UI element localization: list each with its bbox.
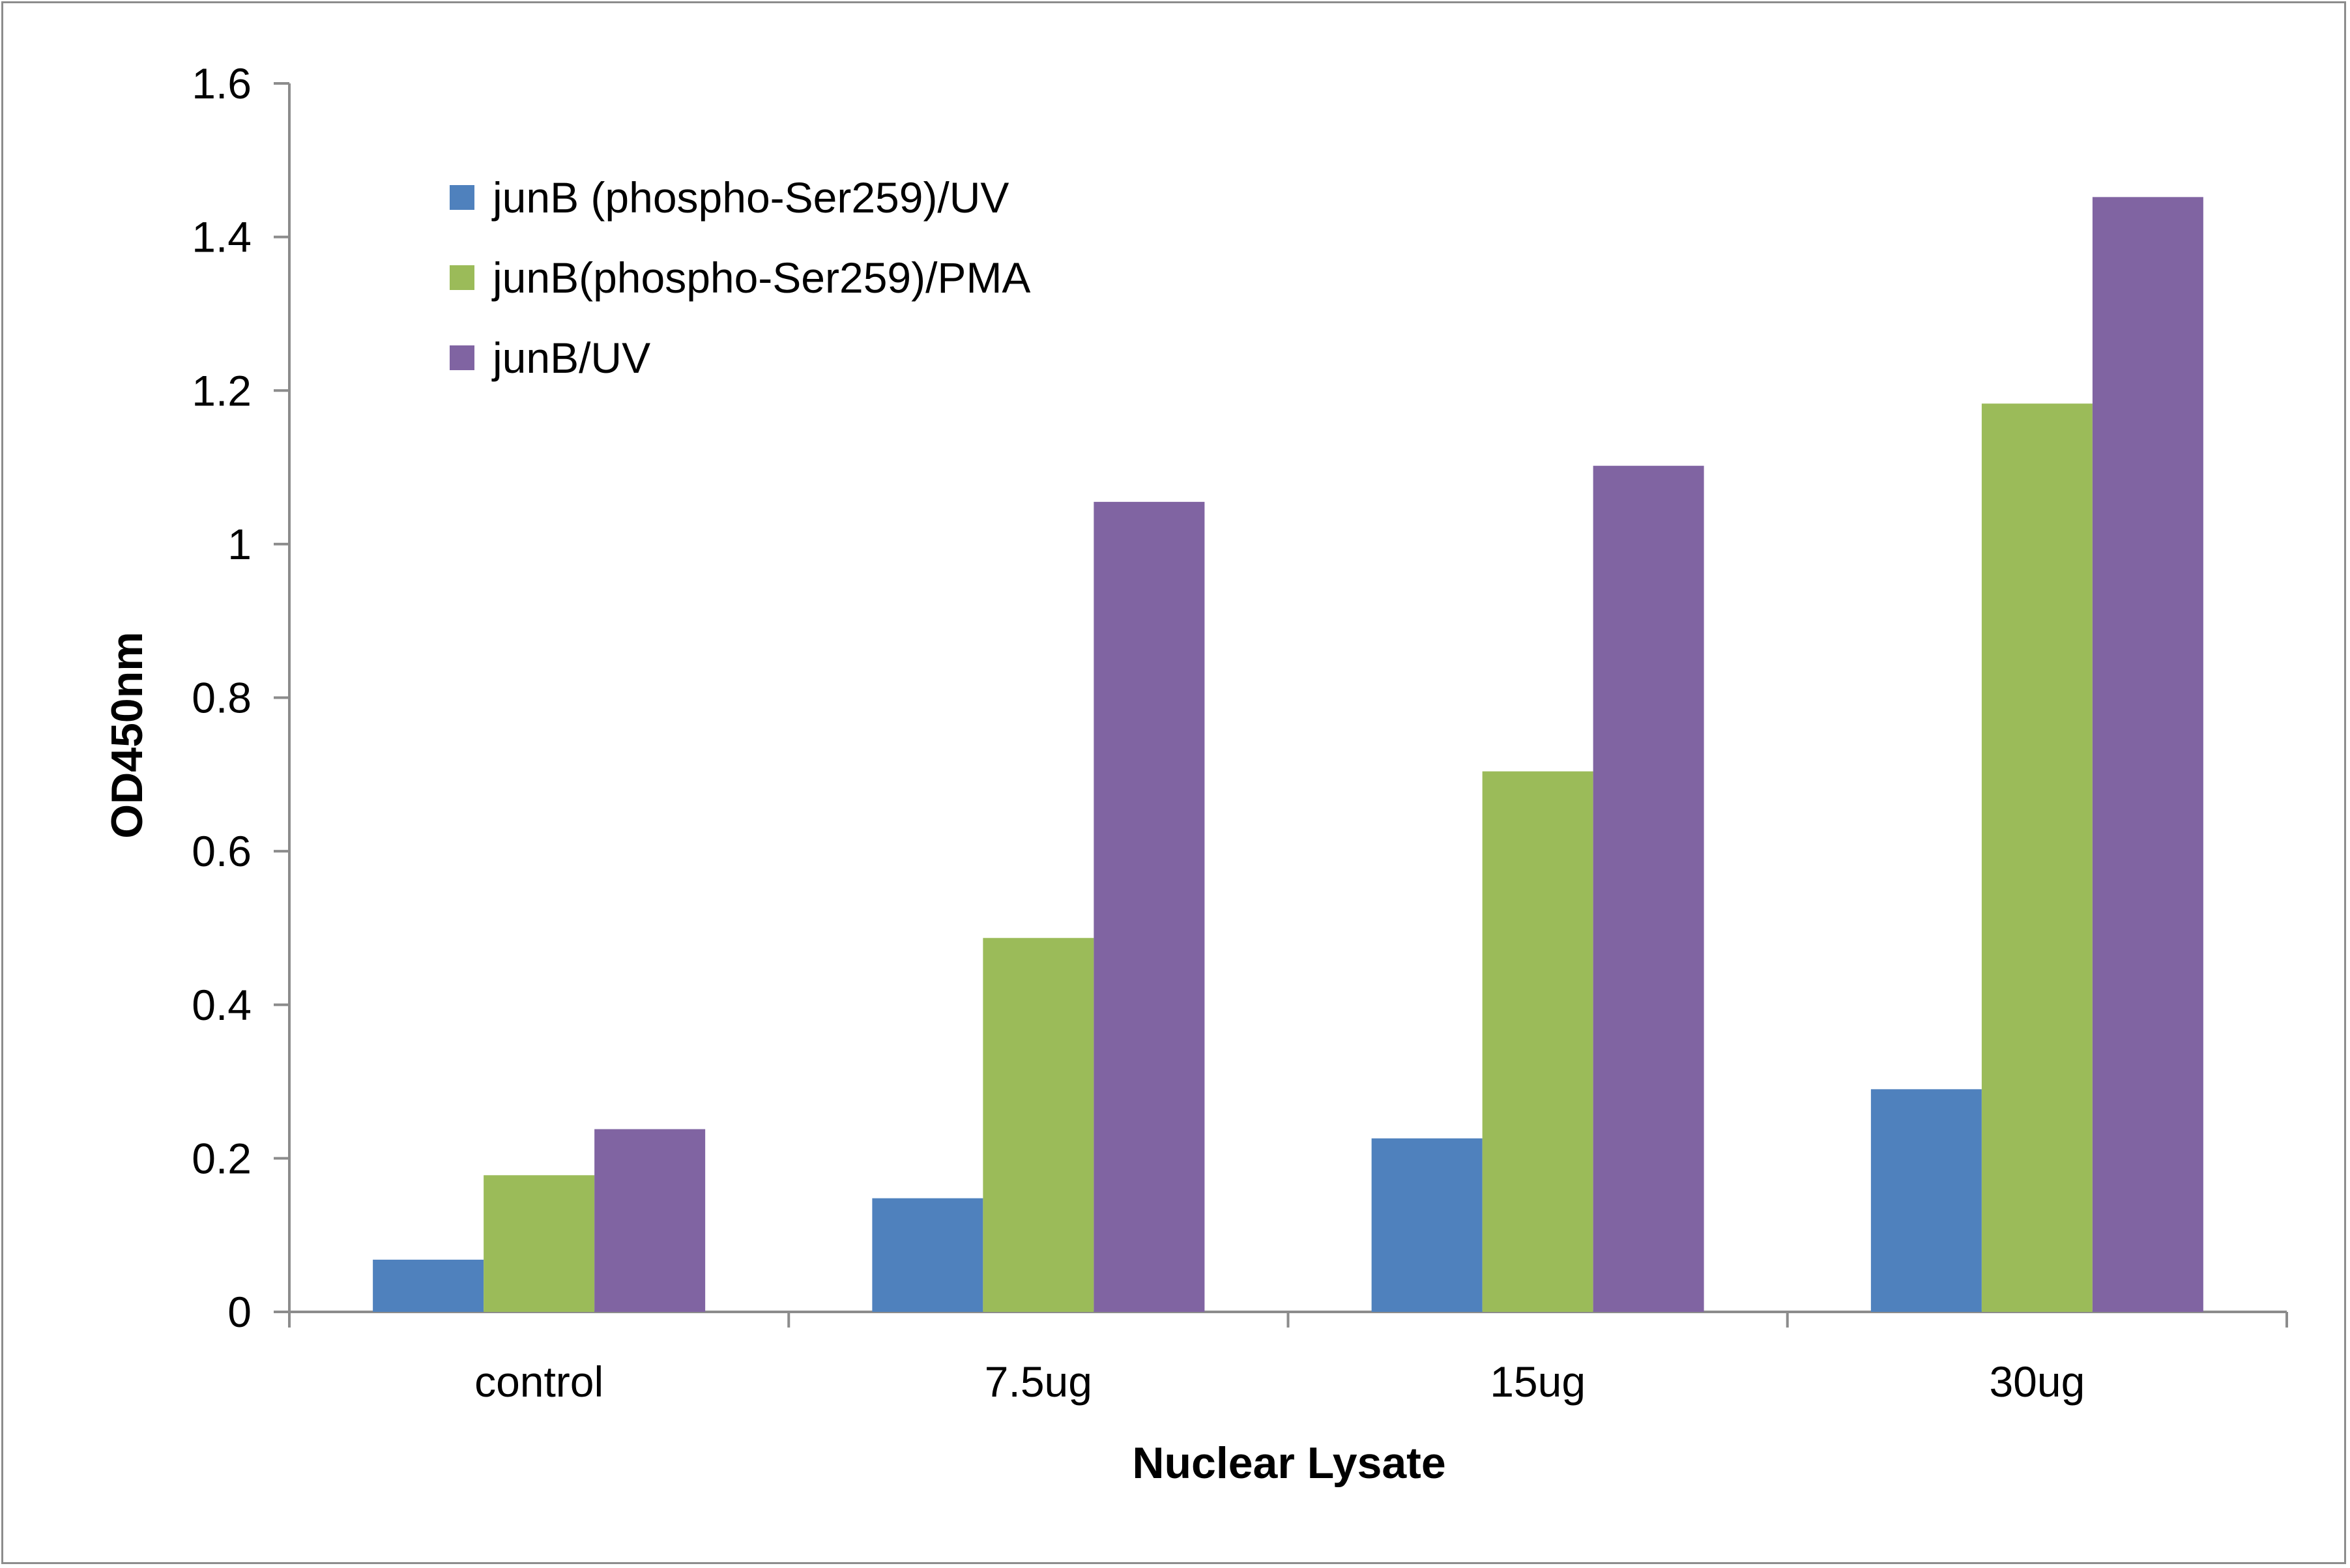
bar — [484, 1175, 595, 1312]
x-tick-label: control — [474, 1357, 603, 1406]
bar — [373, 1259, 484, 1312]
bars — [373, 197, 2203, 1313]
legend: junB (phospho-Ser259)/UV junB(phospho-Ser… — [450, 173, 1030, 382]
bar — [1981, 403, 2093, 1313]
y-tick-label: 1 — [227, 520, 252, 568]
x-tick-label: 30ug — [1989, 1357, 2085, 1406]
legend-label: junB (phospho-Ser259)/UV — [491, 173, 1009, 222]
bar — [1870, 1089, 1982, 1312]
x-tick-label: 7.5ug — [985, 1357, 1092, 1406]
legend-label: junB(phospho-Ser259)/PMA — [491, 254, 1030, 302]
legend-swatch — [450, 265, 474, 290]
legend-swatch — [450, 345, 474, 370]
y-tick-label: 0.4 — [192, 981, 252, 1029]
legend-swatch — [450, 185, 474, 210]
bar — [2092, 197, 2203, 1312]
bar — [1094, 502, 1205, 1312]
bar — [983, 938, 1094, 1312]
bar — [872, 1198, 983, 1312]
y-tick-label: 0.2 — [192, 1134, 252, 1182]
y-axis-title: OD450nm — [102, 632, 152, 838]
bar — [594, 1129, 706, 1312]
x-axis: control 7.5ug 15ug 30ug — [288, 1311, 2288, 1406]
y-tick-label: 0.6 — [192, 827, 252, 875]
x-tick-label: 15ug — [1490, 1357, 1586, 1406]
bar — [1482, 771, 1593, 1312]
y-tick-label: 1.2 — [192, 366, 252, 414]
y-axis: 0 0.2 0.4 0.6 0.8 1 1.2 1.4 1.6 — [192, 59, 291, 1336]
legend-label: junB/UV — [491, 334, 650, 382]
y-tick-label: 0 — [227, 1288, 252, 1336]
y-tick-label: 0.8 — [192, 674, 252, 722]
bar — [1371, 1138, 1483, 1312]
y-tick-label: 1.6 — [192, 59, 252, 108]
x-axis-title: Nuclear Lysate — [1132, 1438, 1445, 1488]
bar — [1593, 465, 1704, 1312]
y-tick-label: 1.4 — [192, 213, 252, 261]
